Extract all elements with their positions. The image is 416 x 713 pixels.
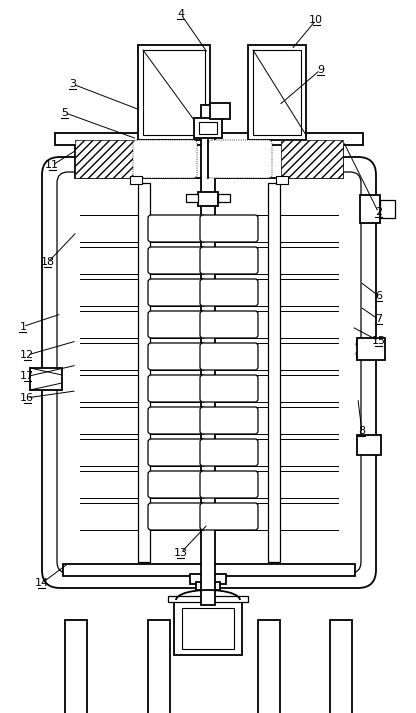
FancyBboxPatch shape [57,172,361,573]
Text: 18: 18 [41,257,55,267]
Bar [65,620,87,713]
Bar [276,176,288,184]
Bar [138,183,150,562]
FancyBboxPatch shape [148,311,206,338]
Text: 5: 5 [61,108,68,118]
FancyBboxPatch shape [200,471,258,498]
Bar [210,103,230,119]
FancyBboxPatch shape [200,503,258,530]
Bar [55,133,363,145]
FancyBboxPatch shape [148,279,206,306]
Bar [380,200,395,218]
Text: 2: 2 [375,207,382,217]
Bar [330,620,352,713]
Bar [360,195,380,223]
FancyBboxPatch shape [200,407,258,434]
Text: 10: 10 [309,15,323,25]
Text: 14: 14 [35,578,49,588]
FancyBboxPatch shape [148,439,206,466]
Bar [138,45,210,140]
Bar [75,140,137,178]
Text: 4: 4 [177,9,185,19]
FancyBboxPatch shape [148,247,206,274]
Bar [148,620,170,713]
Bar [196,582,220,590]
Bar [357,338,385,360]
Bar [199,122,217,134]
Bar [253,50,301,135]
Bar [168,596,248,602]
Bar [281,140,343,178]
Bar [75,140,343,178]
Bar [30,368,62,390]
Text: 16: 16 [20,393,34,403]
Text: 6: 6 [375,291,382,301]
Bar [194,118,222,138]
Bar [186,194,198,202]
FancyBboxPatch shape [200,279,258,306]
Text: 9: 9 [317,65,324,75]
Text: 15: 15 [371,336,386,346]
Bar [182,608,234,649]
Text: 7: 7 [375,314,382,324]
FancyBboxPatch shape [148,471,206,498]
Text: 8: 8 [358,426,366,436]
Bar [201,105,215,605]
FancyBboxPatch shape [148,215,206,242]
Bar [258,620,280,713]
Bar [248,45,306,140]
Text: 11: 11 [45,160,59,170]
FancyBboxPatch shape [148,375,206,402]
FancyBboxPatch shape [133,140,197,178]
FancyBboxPatch shape [42,157,376,588]
FancyBboxPatch shape [200,247,258,274]
FancyBboxPatch shape [200,375,258,402]
Text: 1: 1 [20,322,26,332]
Bar [190,574,226,584]
FancyBboxPatch shape [208,140,272,178]
Text: 13: 13 [174,548,188,558]
FancyBboxPatch shape [200,439,258,466]
Bar [130,176,142,184]
Bar [198,192,218,206]
FancyBboxPatch shape [200,311,258,338]
Text: 17: 17 [20,371,34,381]
Bar [174,600,242,655]
Bar [357,435,381,455]
Text: 12: 12 [20,350,34,360]
FancyBboxPatch shape [200,343,258,370]
Bar [218,194,230,202]
FancyBboxPatch shape [200,215,258,242]
FancyBboxPatch shape [148,407,206,434]
Bar [268,183,280,562]
Text: 3: 3 [69,79,76,89]
FancyBboxPatch shape [148,343,206,370]
Bar [143,50,205,135]
FancyBboxPatch shape [148,503,206,530]
Bar [63,564,355,576]
